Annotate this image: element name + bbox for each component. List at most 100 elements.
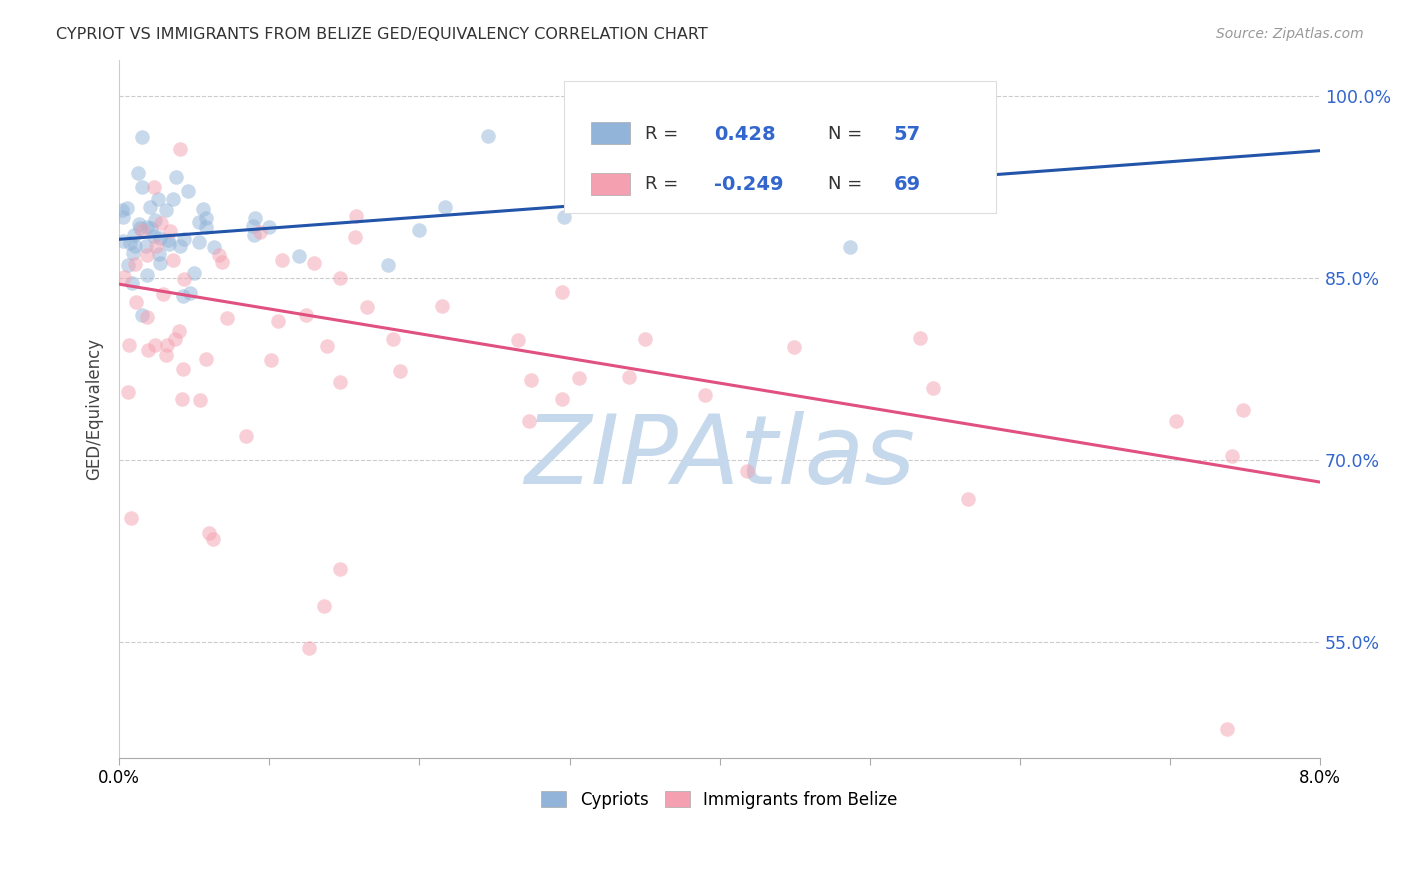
- Point: [271, 253, 294, 268]
- Point: [173, 232, 195, 246]
- Point: [135, 310, 157, 325]
- Point: [172, 362, 194, 376]
- Point: [312, 599, 335, 613]
- Point: [242, 219, 264, 234]
- Point: [159, 224, 181, 238]
- Point: [156, 234, 179, 248]
- Text: 57: 57: [894, 125, 921, 144]
- Point: [112, 234, 135, 248]
- Point: [167, 324, 190, 338]
- Point: [302, 256, 325, 270]
- Point: [136, 268, 159, 282]
- Point: [117, 258, 139, 272]
- Point: [124, 239, 146, 253]
- Point: [245, 211, 267, 225]
- Text: N =: N =: [828, 176, 862, 194]
- Point: [211, 255, 233, 269]
- Point: [551, 392, 574, 406]
- Point: [195, 351, 218, 366]
- Point: [356, 300, 378, 314]
- Point: [506, 333, 529, 347]
- Point: [191, 202, 214, 217]
- Point: [921, 381, 943, 395]
- Point: [162, 252, 184, 267]
- Text: ZIPAtlas: ZIPAtlas: [524, 411, 915, 504]
- Point: [172, 392, 194, 407]
- Point: [329, 271, 352, 285]
- Point: [143, 213, 166, 227]
- Point: [908, 331, 931, 345]
- Text: 69: 69: [894, 176, 921, 194]
- Point: [118, 236, 141, 251]
- Point: [138, 200, 160, 214]
- Point: [195, 220, 218, 235]
- Point: [112, 270, 135, 285]
- Point: [139, 221, 162, 235]
- Point: [201, 532, 224, 546]
- Point: [1232, 403, 1254, 417]
- Text: R =: R =: [645, 125, 679, 143]
- Point: [127, 166, 149, 180]
- Point: [157, 236, 180, 251]
- FancyBboxPatch shape: [591, 173, 630, 195]
- Point: [389, 364, 412, 378]
- Point: [155, 202, 177, 217]
- Point: [735, 464, 758, 478]
- Point: [295, 308, 318, 322]
- Point: [344, 230, 367, 244]
- Point: [143, 180, 166, 194]
- Point: [235, 429, 257, 443]
- Point: [162, 193, 184, 207]
- Point: [173, 272, 195, 286]
- Point: [169, 239, 191, 253]
- Point: [149, 256, 172, 270]
- Point: [131, 129, 153, 144]
- Point: [738, 128, 761, 143]
- Point: [136, 343, 159, 357]
- Point: [568, 371, 591, 385]
- Point: [432, 299, 454, 313]
- Point: [155, 349, 177, 363]
- Point: [329, 562, 352, 576]
- Point: [260, 353, 283, 368]
- Point: [155, 337, 177, 351]
- Point: [1215, 722, 1237, 736]
- Point: [187, 235, 209, 249]
- Point: [195, 211, 218, 225]
- Point: [377, 258, 399, 272]
- Point: [287, 249, 309, 263]
- Point: [783, 340, 806, 354]
- Point: [169, 142, 191, 156]
- Point: [242, 227, 264, 242]
- Point: [1220, 449, 1243, 463]
- Point: [865, 142, 887, 156]
- Point: [316, 339, 339, 353]
- Point: [143, 228, 166, 243]
- Point: [145, 239, 167, 253]
- Text: N =: N =: [828, 125, 862, 143]
- Point: [131, 223, 153, 237]
- Point: [121, 246, 143, 260]
- Point: [165, 170, 187, 185]
- Point: [329, 375, 352, 389]
- Text: Source: ZipAtlas.com: Source: ZipAtlas.com: [1216, 27, 1364, 41]
- Text: CYPRIOT VS IMMIGRANTS FROM BELIZE GED/EQUIVALENCY CORRELATION CHART: CYPRIOT VS IMMIGRANTS FROM BELIZE GED/EQ…: [56, 27, 709, 42]
- Point: [149, 216, 172, 230]
- Point: [128, 217, 150, 231]
- Point: [382, 333, 405, 347]
- Point: [118, 338, 141, 352]
- Point: [146, 192, 169, 206]
- Point: [519, 414, 541, 428]
- Point: [408, 223, 430, 237]
- Text: 0.428: 0.428: [714, 125, 775, 144]
- Point: [249, 226, 271, 240]
- Point: [188, 392, 211, 407]
- Point: [695, 387, 717, 401]
- Text: -0.249: -0.249: [714, 176, 783, 194]
- Point: [183, 266, 205, 280]
- Point: [165, 332, 187, 346]
- Point: [131, 308, 153, 322]
- FancyBboxPatch shape: [591, 121, 630, 145]
- Point: [187, 215, 209, 229]
- Point: [131, 179, 153, 194]
